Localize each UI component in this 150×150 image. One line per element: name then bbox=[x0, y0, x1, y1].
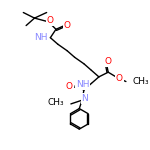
Text: O: O bbox=[116, 74, 123, 83]
Text: O: O bbox=[64, 21, 71, 30]
Text: CH₃: CH₃ bbox=[48, 98, 64, 106]
Text: NH: NH bbox=[76, 80, 90, 89]
Text: O: O bbox=[105, 57, 112, 66]
Text: NH: NH bbox=[34, 33, 48, 42]
Text: O: O bbox=[47, 16, 54, 25]
Text: N: N bbox=[81, 94, 88, 103]
Text: CH₃: CH₃ bbox=[132, 77, 149, 86]
Text: O: O bbox=[66, 82, 73, 91]
